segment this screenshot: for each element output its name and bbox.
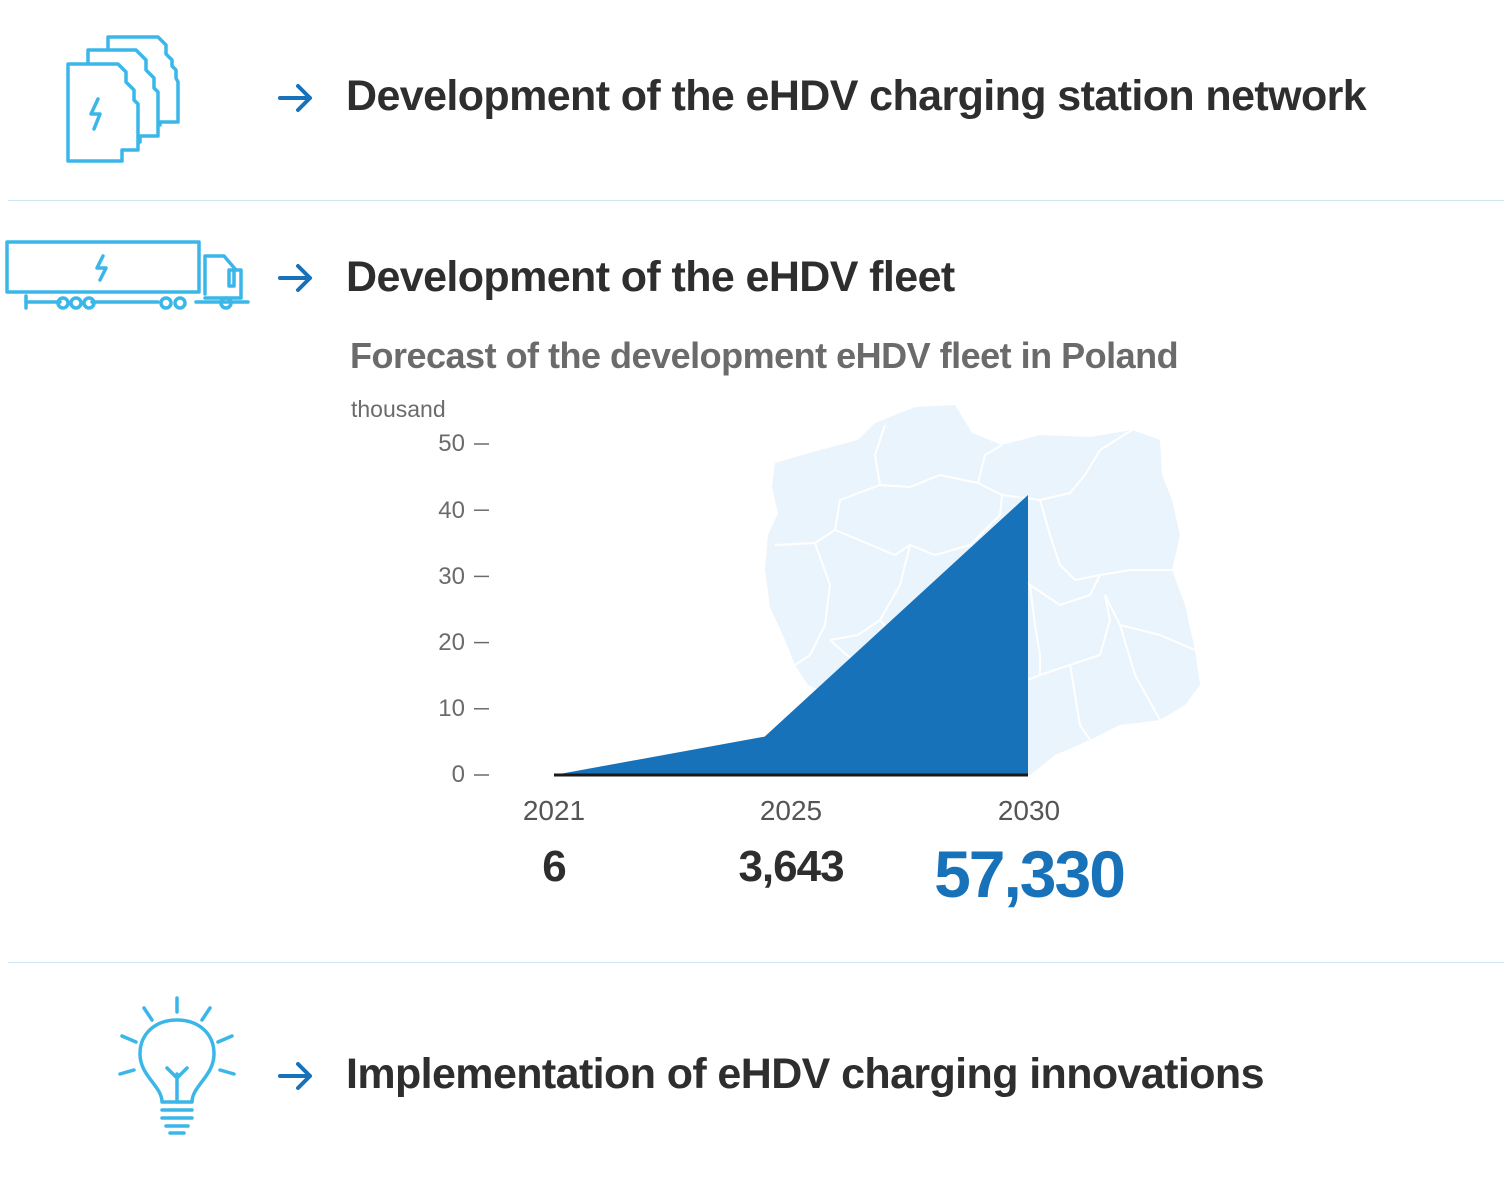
chart-title: Forecast of the development eHDV fleet i… [350, 335, 1179, 376]
section-heading-innovations: Implementation of eHDV charging innovati… [346, 1050, 1265, 1098]
y-axis-label: thousand [351, 396, 446, 422]
poland-map-icon [765, 405, 1200, 775]
electric-truck-icon [5, 240, 250, 310]
section-divider [8, 962, 1504, 963]
data-label-2021: 6 [542, 842, 566, 891]
arrow-right-icon [278, 1062, 312, 1090]
lightbulb-icon [118, 996, 236, 1135]
y-tick-label: 10 [438, 695, 465, 722]
x-tick-label: 2021 [522, 795, 586, 826]
y-tick-label: 50 [438, 430, 465, 457]
charging-stations-icon [66, 35, 180, 163]
x-tick-label: 2025 [759, 795, 823, 826]
x-tick-label: 2030 [997, 795, 1061, 826]
y-tick-label: 20 [438, 629, 465, 656]
y-tick-label: 40 [438, 497, 465, 524]
section-divider [8, 200, 1504, 201]
data-label-2025: 3,643 [738, 842, 844, 891]
y-tick-label: 30 [438, 563, 465, 590]
arrow-right-icon [278, 264, 312, 292]
data-label-2030: 57,330 [934, 837, 1126, 911]
y-tick-label: 0 [451, 761, 465, 788]
section-heading-charging-network: Development of the eHDV charging station… [346, 72, 1367, 120]
section-heading-fleet: Development of the eHDV fleet [346, 253, 955, 301]
arrow-right-icon [278, 84, 312, 112]
